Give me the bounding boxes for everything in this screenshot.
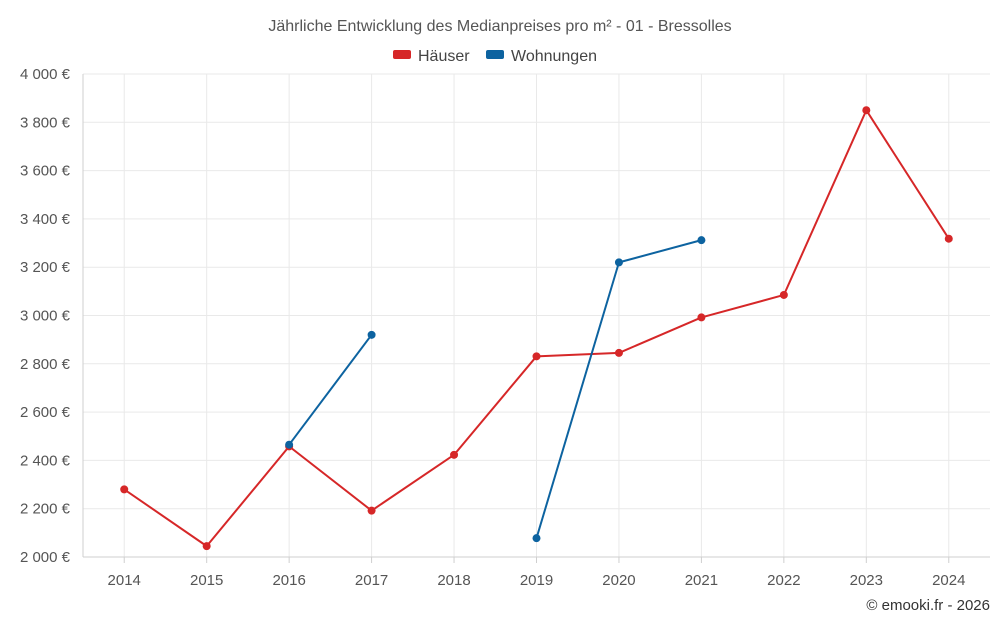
legend-label-hauser: Häuser	[418, 48, 470, 65]
y-tick-label: 2 400 €	[20, 452, 71, 469]
x-tick-label: 2023	[850, 572, 883, 589]
series-line-wohnungen	[288, 334, 373, 446]
data-point-hauser[interactable]	[532, 352, 541, 361]
data-point-hauser[interactable]	[944, 234, 953, 243]
y-tick-label: 2 200 €	[20, 501, 71, 518]
series	[120, 106, 953, 551]
x-tick-label: 2021	[685, 572, 718, 589]
x-tick-label: 2022	[767, 572, 800, 589]
x-tick-label: 2014	[108, 572, 141, 589]
data-point-hauser[interactable]	[120, 485, 129, 494]
data-point-hauser[interactable]	[450, 450, 459, 459]
data-point-wohnungen[interactable]	[532, 534, 541, 543]
y-tick-label: 3 800 €	[20, 114, 71, 131]
data-point-hauser[interactable]	[697, 313, 706, 322]
data-point-wohnungen[interactable]	[614, 258, 623, 267]
legend-item-wohnungen[interactable]: Wohnungen	[486, 48, 597, 65]
y-tick-label: 3 200 €	[20, 259, 71, 276]
axes: 2 000 € 2 200 € 2 400 € 2 600 € 2 800 € 3 000…	[20, 66, 990, 589]
series-wohnungen	[285, 236, 706, 543]
data-point-hauser[interactable]	[202, 542, 211, 551]
x-tick-label: 2016	[272, 572, 305, 589]
y-tick-label: 2 600 €	[20, 404, 71, 421]
x-tick-label: 2024	[932, 572, 965, 589]
x-tick-label: 2020	[602, 572, 635, 589]
legend-swatch-hauser	[393, 50, 411, 59]
x-tick-label: 2019	[520, 572, 553, 589]
data-point-wohnungen[interactable]	[285, 440, 294, 449]
legend-item-hauser[interactable]: Häuser	[393, 48, 470, 65]
y-tick-label: 3 600 €	[20, 163, 71, 180]
y-tick-label: 2 800 €	[20, 356, 71, 373]
x-tick-label: 2018	[437, 572, 470, 589]
credit-text: © emooki.fr - 2026	[866, 597, 990, 614]
y-tick-label: 3 000 €	[20, 308, 71, 325]
x-tick-label: 2015	[190, 572, 223, 589]
data-point-hauser[interactable]	[614, 348, 623, 357]
legend-label-wohnungen: Wohnungen	[511, 48, 597, 65]
grid	[83, 73, 990, 558]
legend-swatch-wohnungen	[486, 50, 504, 59]
data-point-hauser[interactable]	[367, 506, 376, 515]
legend: Häuser Wohnungen	[393, 48, 597, 65]
y-tick-label: 3 400 €	[20, 211, 71, 228]
x-tick-label: 2017	[355, 572, 388, 589]
y-tick-label: 2 000 €	[20, 549, 71, 566]
series-hauser	[120, 106, 953, 551]
data-point-hauser[interactable]	[862, 106, 871, 115]
chart-title: Jährliche Entwicklung des Medianpreises …	[268, 18, 731, 35]
data-point-wohnungen[interactable]	[697, 236, 706, 245]
y-tick-label: 4 000 €	[20, 66, 71, 83]
data-point-wohnungen[interactable]	[367, 330, 376, 339]
data-point-hauser[interactable]	[779, 290, 788, 299]
